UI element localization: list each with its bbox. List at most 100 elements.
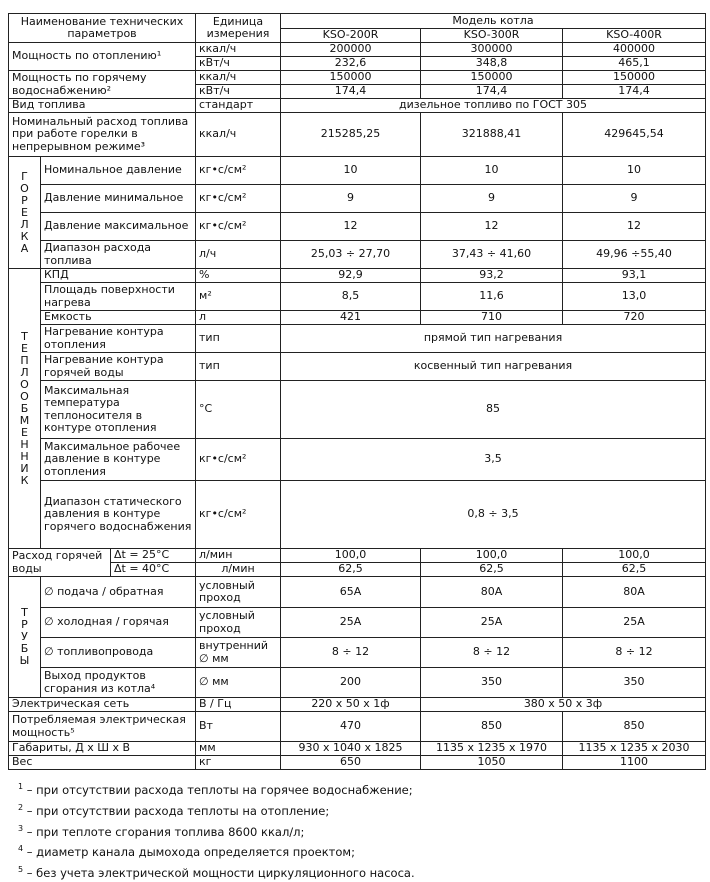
- table-cell: 8 ÷ 12: [420, 637, 564, 668]
- table-cell: %: [195, 268, 282, 283]
- table-cell: °С: [195, 380, 282, 439]
- table-cell: 13,0: [562, 282, 707, 311]
- table-cell: ккал/ч: [195, 112, 282, 157]
- table-row: Мощность по горячему водоснабжению² ккал/…: [7, 70, 707, 99]
- table-cell: 0,8 ÷ 3,5: [280, 480, 707, 549]
- table-row: Δt = 40°С л/мин 62,5 62,5 62,5: [9, 562, 707, 577]
- table-cell: Наименование технических параметров: [7, 13, 197, 43]
- footnote: 3 – при теплоте сгорания топлива 8600 кк…: [18, 820, 415, 841]
- table-cell: 25,03 ÷ 27,70: [280, 240, 422, 269]
- table-cell: Вт: [195, 711, 282, 742]
- table-cell: 710: [420, 310, 564, 325]
- table-cell: Максимальная температура теплоносителя в…: [39, 380, 197, 439]
- table-cell: 215285,25: [280, 112, 422, 157]
- table-cell: 150000: [280, 70, 422, 85]
- footnote-text: – при отсутствии расхода теплоты на отоп…: [23, 803, 330, 818]
- footnote-text: – без учета электрической мощности цирку…: [23, 866, 415, 881]
- table-cell: Давление минимальное: [39, 184, 197, 213]
- table-cell: Модель котла: [280, 13, 707, 29]
- table-row: KSO-200R KSO-300R KSO-400R: [9, 28, 707, 43]
- table-cell: KSO-200R: [280, 28, 422, 43]
- table-cell: 92,9: [280, 268, 422, 283]
- table-cell: Электрическая сеть: [7, 697, 197, 712]
- table-cell: Вес: [7, 755, 197, 770]
- table-cell: 465,1: [562, 56, 707, 71]
- table-cell: л/мин: [195, 548, 282, 563]
- table-cell: мм: [195, 741, 282, 756]
- table-cell: кг•с/см²: [195, 184, 282, 213]
- table-cell: Вид топлива: [7, 98, 197, 113]
- table-cell: прямой тип нагревания: [280, 324, 707, 353]
- footnote-number: 1: [18, 782, 24, 791]
- table-cell: 100,0: [562, 548, 707, 563]
- footnote-text: – при отсутствии расхода теплоты на горя…: [23, 782, 413, 797]
- table-cell: 8,5: [280, 282, 422, 311]
- table-cell: кг: [195, 755, 282, 770]
- table-row: Выход продуктов сгорания из котла⁴ ∅ мм 20…: [9, 667, 707, 698]
- table-cell: 174,4: [280, 84, 422, 99]
- table-cell: тип: [195, 324, 282, 353]
- table-row: Давление минимальное кг•с/см² 9 9 9: [9, 184, 707, 213]
- table-cell: 12: [280, 212, 422, 241]
- table-cell: Потребляемая электрическая мощность⁵: [7, 711, 197, 742]
- table-cell: 25А: [420, 607, 564, 638]
- table-cell: 850: [562, 711, 707, 742]
- table-cell: кг•с/см²: [195, 438, 282, 481]
- footnote: 2 – при отсутствии расхода теплоты на от…: [18, 799, 415, 820]
- table-cell: 8 ÷ 12: [562, 637, 707, 668]
- table-cell: 10: [562, 156, 707, 185]
- footnote-number: 5: [18, 865, 24, 875]
- table-cell: м²: [195, 282, 282, 311]
- table-cell: 150000: [562, 70, 707, 85]
- footnote: 1 – при отсутствии расхода теплоты на го…: [18, 778, 415, 799]
- table-row: Максимальная температура теплоносителя в…: [9, 380, 707, 439]
- table-row: Наименование технических параметров Едини…: [7, 13, 707, 43]
- table-cell: 350: [420, 667, 564, 698]
- table-cell: Мощность по горячему водоснабжению²: [7, 70, 197, 99]
- table-cell: Выход продуктов сгорания из котла⁴: [39, 667, 197, 698]
- table-cell: Расход горячей воды: [8, 548, 111, 577]
- table-cell: 93,2: [420, 268, 564, 283]
- table-cell: ккал/ч: [195, 70, 282, 85]
- table-cell: 232,6: [280, 56, 422, 71]
- table-cell: условный проход: [195, 576, 282, 608]
- table-cell: 49,96 ÷55,40: [562, 240, 707, 269]
- table-cell: 650: [280, 755, 422, 770]
- table-cell: KSO-400R: [562, 28, 707, 43]
- table-cell: условный проход: [195, 607, 282, 638]
- table-cell: 720: [562, 310, 707, 325]
- table-row: Вес кг 650 1050 1100: [7, 755, 707, 770]
- table-row: Т Е П Л О О Б М Е Н Н И К КПД% 92,9 93,2 93,…: [8, 268, 707, 549]
- table-cell: Мощность по отоплению¹: [7, 42, 197, 71]
- table-cell: внутренний ∅ мм: [195, 637, 282, 668]
- table-row: Расход горячей воды Δt = 25°С л/мин 100,0 10…: [8, 548, 707, 577]
- table-cell: 65А: [280, 576, 422, 608]
- table-row: Мощность по отоплению¹ ккал/ч 200000 300000…: [7, 42, 707, 71]
- table-cell: Емкость: [39, 310, 197, 325]
- table-cell: 12: [562, 212, 707, 241]
- footnote-number: 2: [18, 802, 24, 812]
- table-cell: Нагревание контура горячей воды: [39, 352, 197, 381]
- table-cell: ккал/ч: [195, 42, 282, 57]
- table-row: Максимальное рабочее давление в контуре …: [9, 438, 707, 481]
- footnotes: 1 – при отсутствии расхода теплоты на го…: [18, 778, 415, 882]
- table-cell: стандарт: [195, 98, 282, 113]
- table-cell: л: [195, 310, 282, 325]
- table-cell: косвенный тип нагревания: [280, 352, 707, 381]
- table-row: Потребляемая электрическая мощность⁵ Вт 47…: [7, 711, 707, 742]
- table-cell: Диапазон статического давления в контуре…: [39, 480, 197, 549]
- table-cell: Номинальный расход топлива при работе го…: [7, 112, 197, 157]
- table-cell: 80А: [420, 576, 564, 608]
- table-cell: 62,5: [562, 562, 707, 577]
- table-cell: 80А: [562, 576, 707, 608]
- table-cell: 470: [280, 711, 422, 742]
- table-cell: Единица измерения: [195, 13, 282, 43]
- table-row: Диапазон расхода топлива л/ч 25,03 ÷ 27,70…: [9, 240, 707, 269]
- footnote: 4 – диаметр канала дымохода определяется…: [18, 840, 415, 861]
- table-cell: ∅ подача / обратная: [39, 576, 197, 608]
- footnote-text: – при теплоте сгорания топлива 8600 ккал…: [23, 824, 305, 839]
- table-cell: 25А: [562, 607, 707, 638]
- table-cell: 348,8: [420, 56, 564, 71]
- table-cell: 1050: [420, 755, 564, 770]
